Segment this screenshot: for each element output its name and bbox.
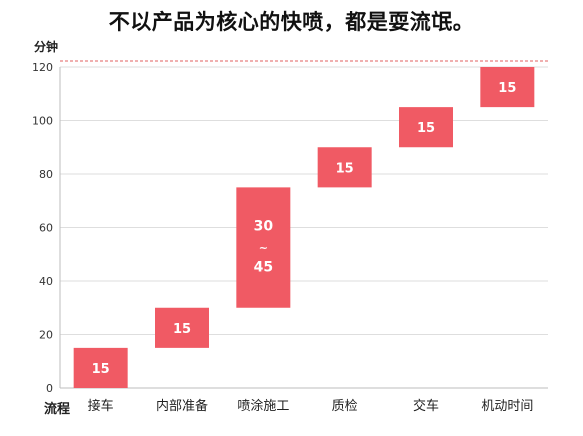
y-tick-label: 20 xyxy=(39,329,53,342)
data-label: 15 xyxy=(173,322,191,337)
y-tick-label: 40 xyxy=(39,275,53,288)
bar xyxy=(155,307,209,348)
data-label: 15 xyxy=(498,81,516,96)
bar xyxy=(480,67,535,108)
chart-title: 不以产品为核心的快喷，都是耍流氓。 xyxy=(108,10,475,34)
bar xyxy=(73,347,128,388)
data-label: 15 xyxy=(417,121,435,136)
x-tick-label: 机动时间 xyxy=(481,399,533,414)
x-tick-label: 喷涂施工 xyxy=(237,398,289,414)
y-axis-label: 分钟 xyxy=(34,40,59,54)
bar xyxy=(399,107,453,148)
y-tick-label: 100 xyxy=(32,115,53,128)
data-label: 15 xyxy=(92,362,110,377)
x-tick-label: 交车 xyxy=(413,398,439,414)
bar xyxy=(317,147,372,188)
data-label: ~ xyxy=(259,242,268,255)
bar xyxy=(236,187,291,308)
y-tick-label: 60 xyxy=(39,222,53,235)
data-label: 30 xyxy=(254,219,274,235)
x-tick-label: 内部准备 xyxy=(156,398,208,414)
y-tick-label: 0 xyxy=(46,382,53,395)
x-axis-label: 流程 xyxy=(44,402,71,417)
y-tick-label: 80 xyxy=(39,168,53,181)
x-tick-label: 质检 xyxy=(332,399,358,414)
data-label: 15 xyxy=(336,161,354,176)
y-tick-label: 120 xyxy=(32,61,53,74)
x-tick-label: 接车 xyxy=(88,398,114,414)
data-label: 45 xyxy=(254,260,273,276)
